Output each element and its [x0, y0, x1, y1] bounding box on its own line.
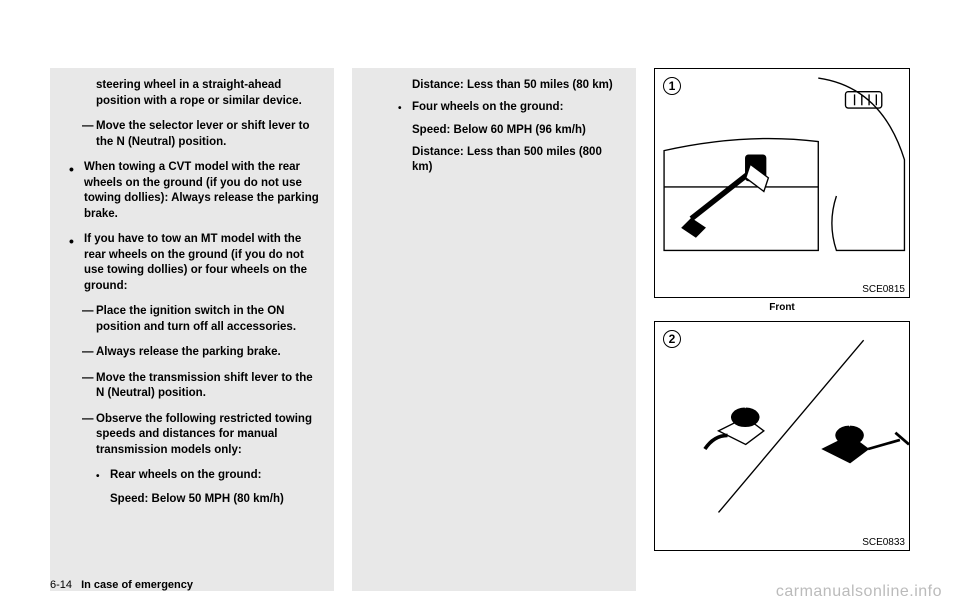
sub-text: Speed: Below 60 MPH (96 km/h): [366, 123, 622, 139]
figure-hook-install: 2 SCE0833: [654, 321, 910, 551]
section-title: In case of emergency: [81, 579, 193, 591]
column-middle: Distance: Less than 50 miles (80 km) Fou…: [352, 68, 636, 591]
bullet-item: When towing a CVT model with the rear wh…: [64, 160, 320, 222]
dash-item: Move the selector lever or shift lever t…: [64, 119, 320, 150]
dash-item: Always release the parking brake.: [64, 345, 320, 361]
sub-text: Distance: Less than 50 miles (80 km): [366, 78, 622, 94]
figure-code: SCE0833: [862, 537, 905, 548]
bullet-item: If you have to tow an MT model with the …: [64, 232, 320, 294]
vehicle-front-hook-illustration: [655, 69, 909, 278]
figure-front-hook: 1 SCE0815: [654, 68, 910, 298]
figure-code: SCE0815: [862, 284, 905, 295]
hook-installation-illustration: [655, 322, 909, 531]
sub-text: Speed: Below 50 MPH (80 km/h): [64, 492, 320, 508]
sub-bullet: Rear wheels on the ground:: [64, 468, 320, 484]
watermark: carmanualsonline.info: [776, 583, 942, 601]
dash-item: Observe the following restricted towing …: [64, 412, 320, 459]
paragraph: steering wheel in a straight-ahead posit…: [64, 78, 320, 109]
sub-bullet: Four wheels on the ground:: [366, 100, 622, 116]
sub-text: Distance: Less than 500 miles (800 km): [366, 145, 622, 176]
dash-item: Place the ignition switch in the ON posi…: [64, 304, 320, 335]
page-number: 6-14: [50, 579, 72, 591]
column-left: steering wheel in a straight-ahead posit…: [50, 68, 334, 591]
manual-page: steering wheel in a straight-ahead posit…: [0, 0, 960, 611]
column-right: 1 SCE0815 Front 2: [654, 68, 910, 591]
page-footer: 6-14 In case of emergency: [50, 579, 193, 591]
dash-item: Move the transmission shift lever to the…: [64, 371, 320, 402]
figure-caption: Front: [654, 302, 910, 313]
